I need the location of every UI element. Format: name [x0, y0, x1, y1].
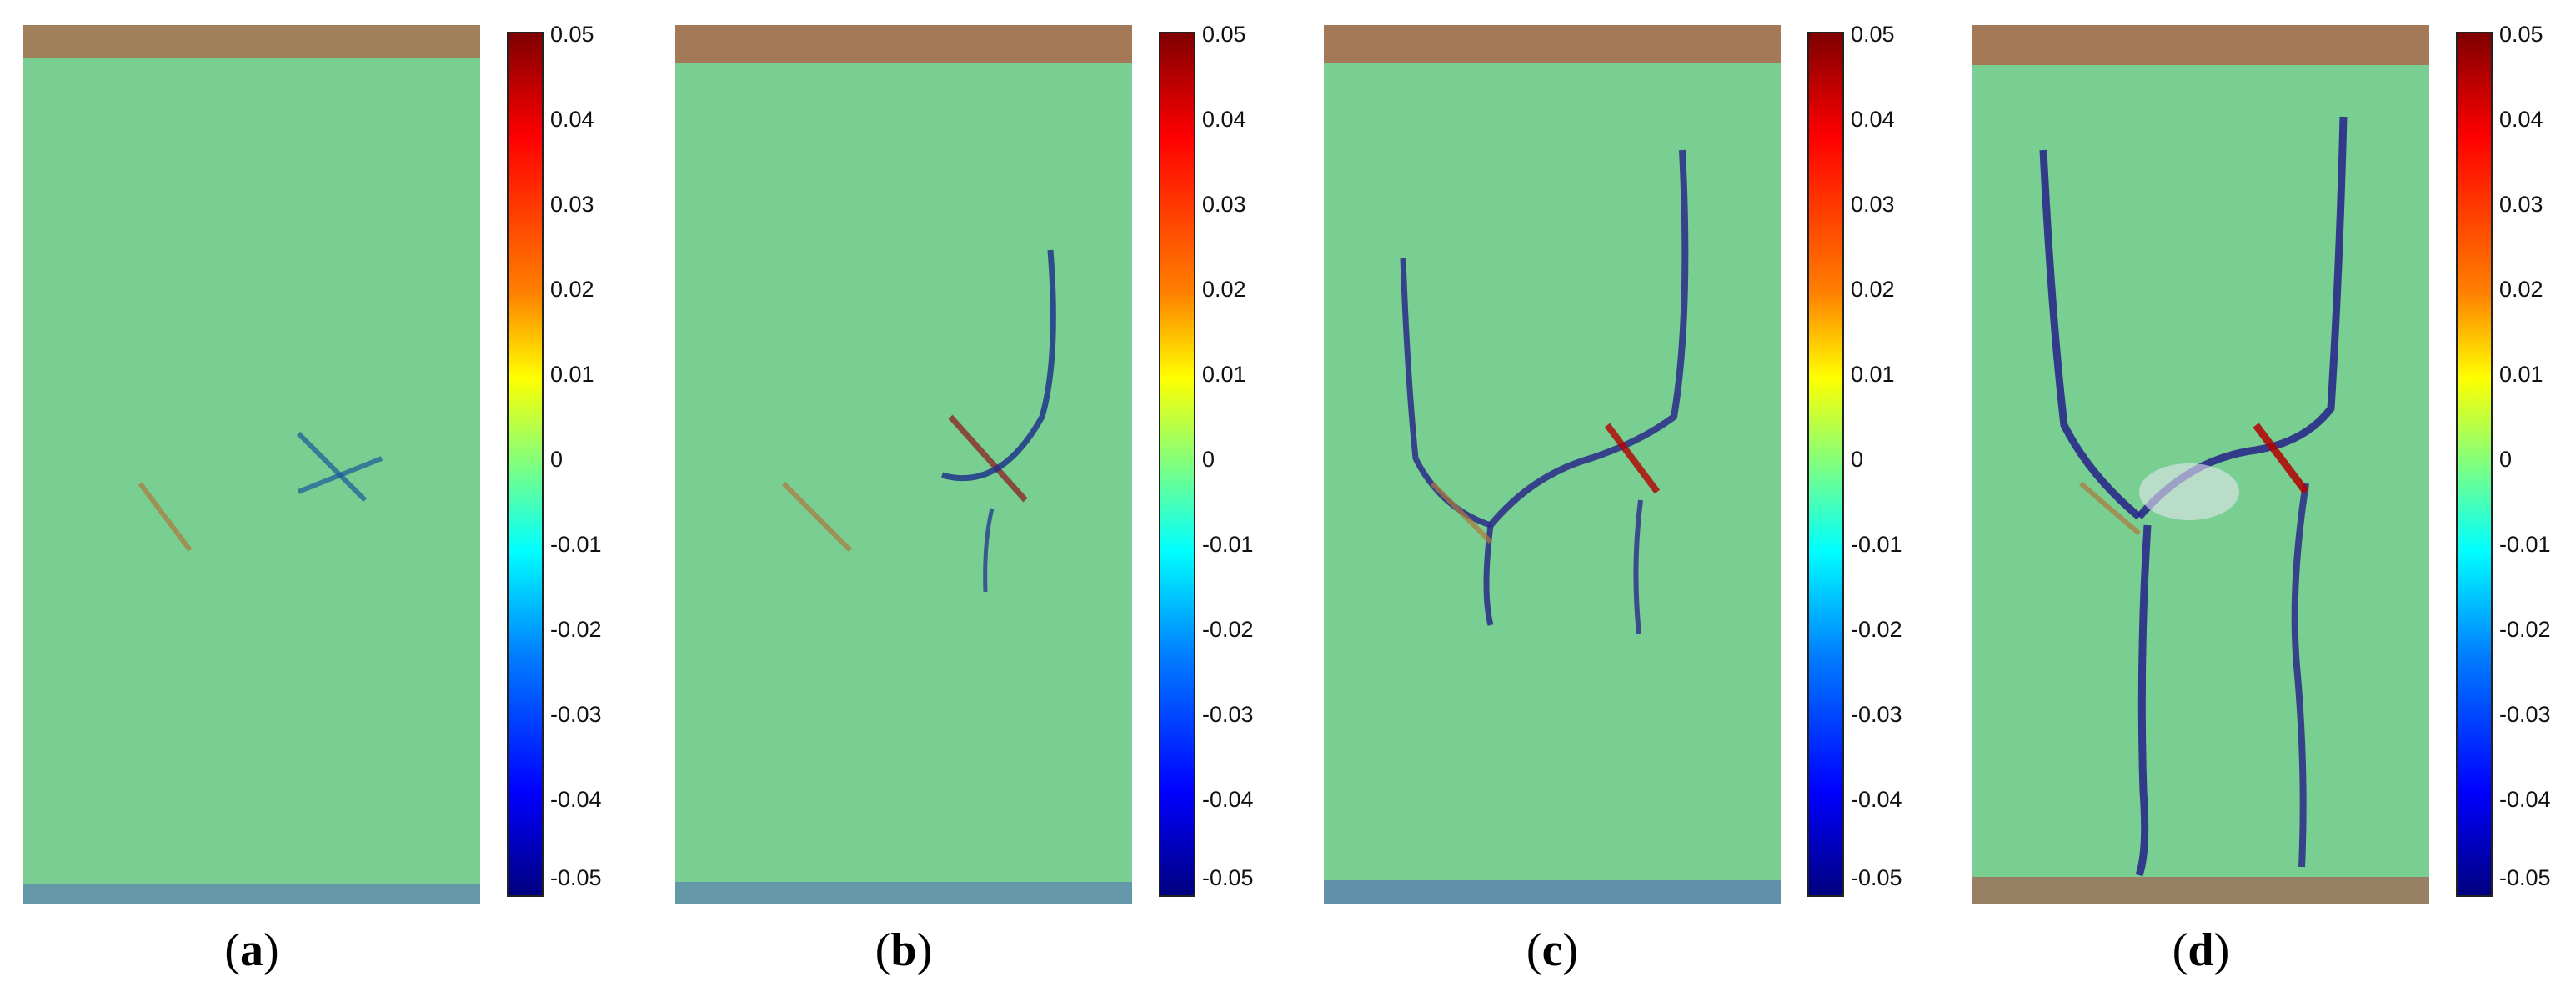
colorbar-tick: -0.04 — [550, 787, 602, 812]
colorbar-tick: 0.03 — [1202, 192, 1246, 217]
colorbar-tick: 0 — [550, 447, 564, 472]
colorbar-tick: 0.04 — [550, 107, 594, 132]
colorbar-tick: -0.05 — [550, 865, 602, 890]
colorbar-tick: -0.01 — [1202, 532, 1254, 557]
colorbar-tick: -0.01 — [550, 532, 602, 557]
colorbar-tick: 0.05 — [1851, 22, 1895, 47]
panel-b: 0.05 0.04 0.03 0.02 0.01 0 -0.01 -0.02 -… — [652, 0, 1296, 1002]
colorbar-tick: -0.02 — [2499, 617, 2551, 642]
colorbar-tick: -0.01 — [1851, 532, 1902, 557]
panel-caption: (b) — [875, 924, 933, 976]
colorbar-tick: 0.02 — [1202, 277, 1246, 302]
colorbar-tick: 0.01 — [2499, 362, 2543, 387]
colorbar — [1807, 32, 1844, 897]
colorbar-tick: 0.02 — [550, 277, 594, 302]
colorbar-tick: -0.03 — [550, 702, 602, 727]
colorbar-tick: 0.03 — [1851, 192, 1895, 217]
colorbar-tick: 0.04 — [2499, 107, 2543, 132]
colorbar-tick: 0 — [2499, 447, 2513, 472]
colorbar — [1159, 32, 1195, 897]
colorbar-tick: -0.05 — [1851, 865, 1902, 890]
colorbar-tick: -0.03 — [1851, 702, 1902, 727]
panel-d: 0.05 0.04 0.03 0.02 0.01 0 -0.01 -0.02 -… — [1949, 0, 2576, 1002]
colorbar-tick: 0 — [1202, 447, 1215, 472]
colorbar-tick: 0.03 — [550, 192, 594, 217]
colorbar-tick: 0.03 — [2499, 192, 2543, 217]
panel-c: 0.05 0.04 0.03 0.02 0.01 0 -0.01 -0.02 -… — [1301, 0, 1944, 1002]
colorbar-tick: -0.05 — [2499, 865, 2551, 890]
colorbar-tick: 0.02 — [2499, 277, 2543, 302]
colorbar-tick: -0.01 — [2499, 532, 2551, 557]
colorbar-tick: -0.02 — [1851, 617, 1902, 642]
panel-caption: (c) — [1526, 924, 1579, 976]
panel-caption: (d) — [2172, 924, 2230, 976]
strain-field-image — [675, 25, 1132, 904]
colorbar — [507, 32, 544, 897]
colorbar-tick: 0 — [1851, 447, 1864, 472]
colorbar — [2456, 32, 2493, 897]
colorbar-tick: -0.02 — [550, 617, 602, 642]
colorbar-tick: -0.04 — [1851, 787, 1902, 812]
colorbar-tick: -0.04 — [1202, 787, 1254, 812]
colorbar-tick: 0.02 — [1851, 277, 1895, 302]
colorbar-tick: 0.04 — [1202, 107, 1246, 132]
colorbar-tick: -0.03 — [1202, 702, 1254, 727]
colorbar-tick: 0.05 — [550, 22, 594, 47]
colorbar-tick: 0.01 — [550, 362, 594, 387]
strain-field-image — [1324, 25, 1781, 904]
colorbar-tick: -0.02 — [1202, 617, 1254, 642]
colorbar-tick: 0.01 — [1202, 362, 1246, 387]
colorbar-tick: -0.05 — [1202, 865, 1254, 890]
colorbar-tick: 0.05 — [2499, 22, 2543, 47]
colorbar-tick: 0.04 — [1851, 107, 1895, 132]
colorbar-tick: -0.03 — [2499, 702, 2551, 727]
panel-a: 0.05 0.04 0.03 0.02 0.01 0 -0.01 -0.02 -… — [0, 0, 644, 1002]
strain-field-image — [1972, 25, 2429, 904]
colorbar-tick: 0.01 — [1851, 362, 1895, 387]
panel-caption: (a) — [224, 924, 279, 976]
colorbar-tick: 0.05 — [1202, 22, 1246, 47]
strain-field-image — [23, 25, 480, 904]
colorbar-tick: -0.04 — [2499, 787, 2551, 812]
